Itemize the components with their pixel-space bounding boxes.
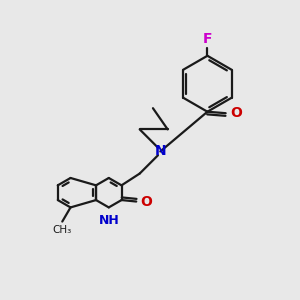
- Text: NH: NH: [98, 214, 119, 227]
- Text: O: O: [140, 194, 152, 208]
- Text: F: F: [203, 32, 212, 46]
- Text: O: O: [230, 106, 242, 120]
- Text: CH₃: CH₃: [53, 225, 72, 235]
- Text: N: N: [154, 145, 166, 158]
